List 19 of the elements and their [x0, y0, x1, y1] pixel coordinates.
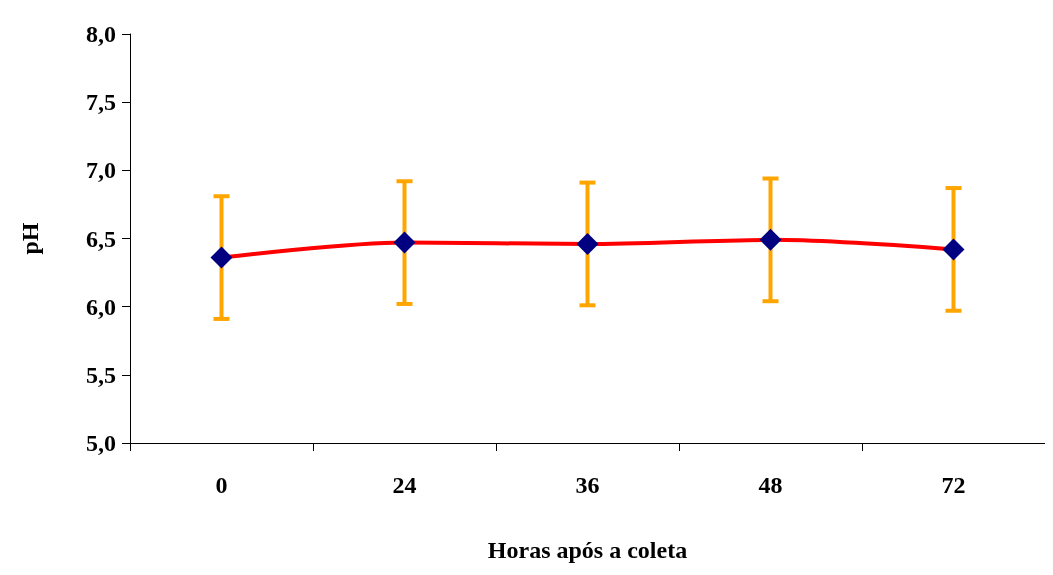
- x-tick-label: 0: [215, 472, 228, 498]
- y-tick-label: 8,0: [86, 21, 116, 47]
- point: [576, 232, 599, 255]
- point: [942, 238, 965, 261]
- y-axis-title: pH: [17, 222, 43, 255]
- x-tick-label: 48: [758, 472, 783, 498]
- y-tick-label: 7,5: [86, 89, 116, 116]
- x-tick-label: 72: [941, 472, 966, 498]
- point: [393, 231, 416, 254]
- y-tick-label: 5,0: [86, 430, 116, 456]
- x-tick-label: 36: [575, 472, 600, 498]
- y-tick-label: 7,0: [86, 157, 116, 184]
- x-axis-title: Horas após a coleta: [487, 537, 688, 563]
- point: [759, 228, 782, 251]
- point: [210, 246, 233, 269]
- y-tick-label: 6,0: [86, 293, 116, 320]
- y-tick-label: 5,5: [86, 361, 116, 388]
- x-tick-label: 24: [392, 472, 417, 498]
- y-tick-label: 6,5: [86, 225, 116, 252]
